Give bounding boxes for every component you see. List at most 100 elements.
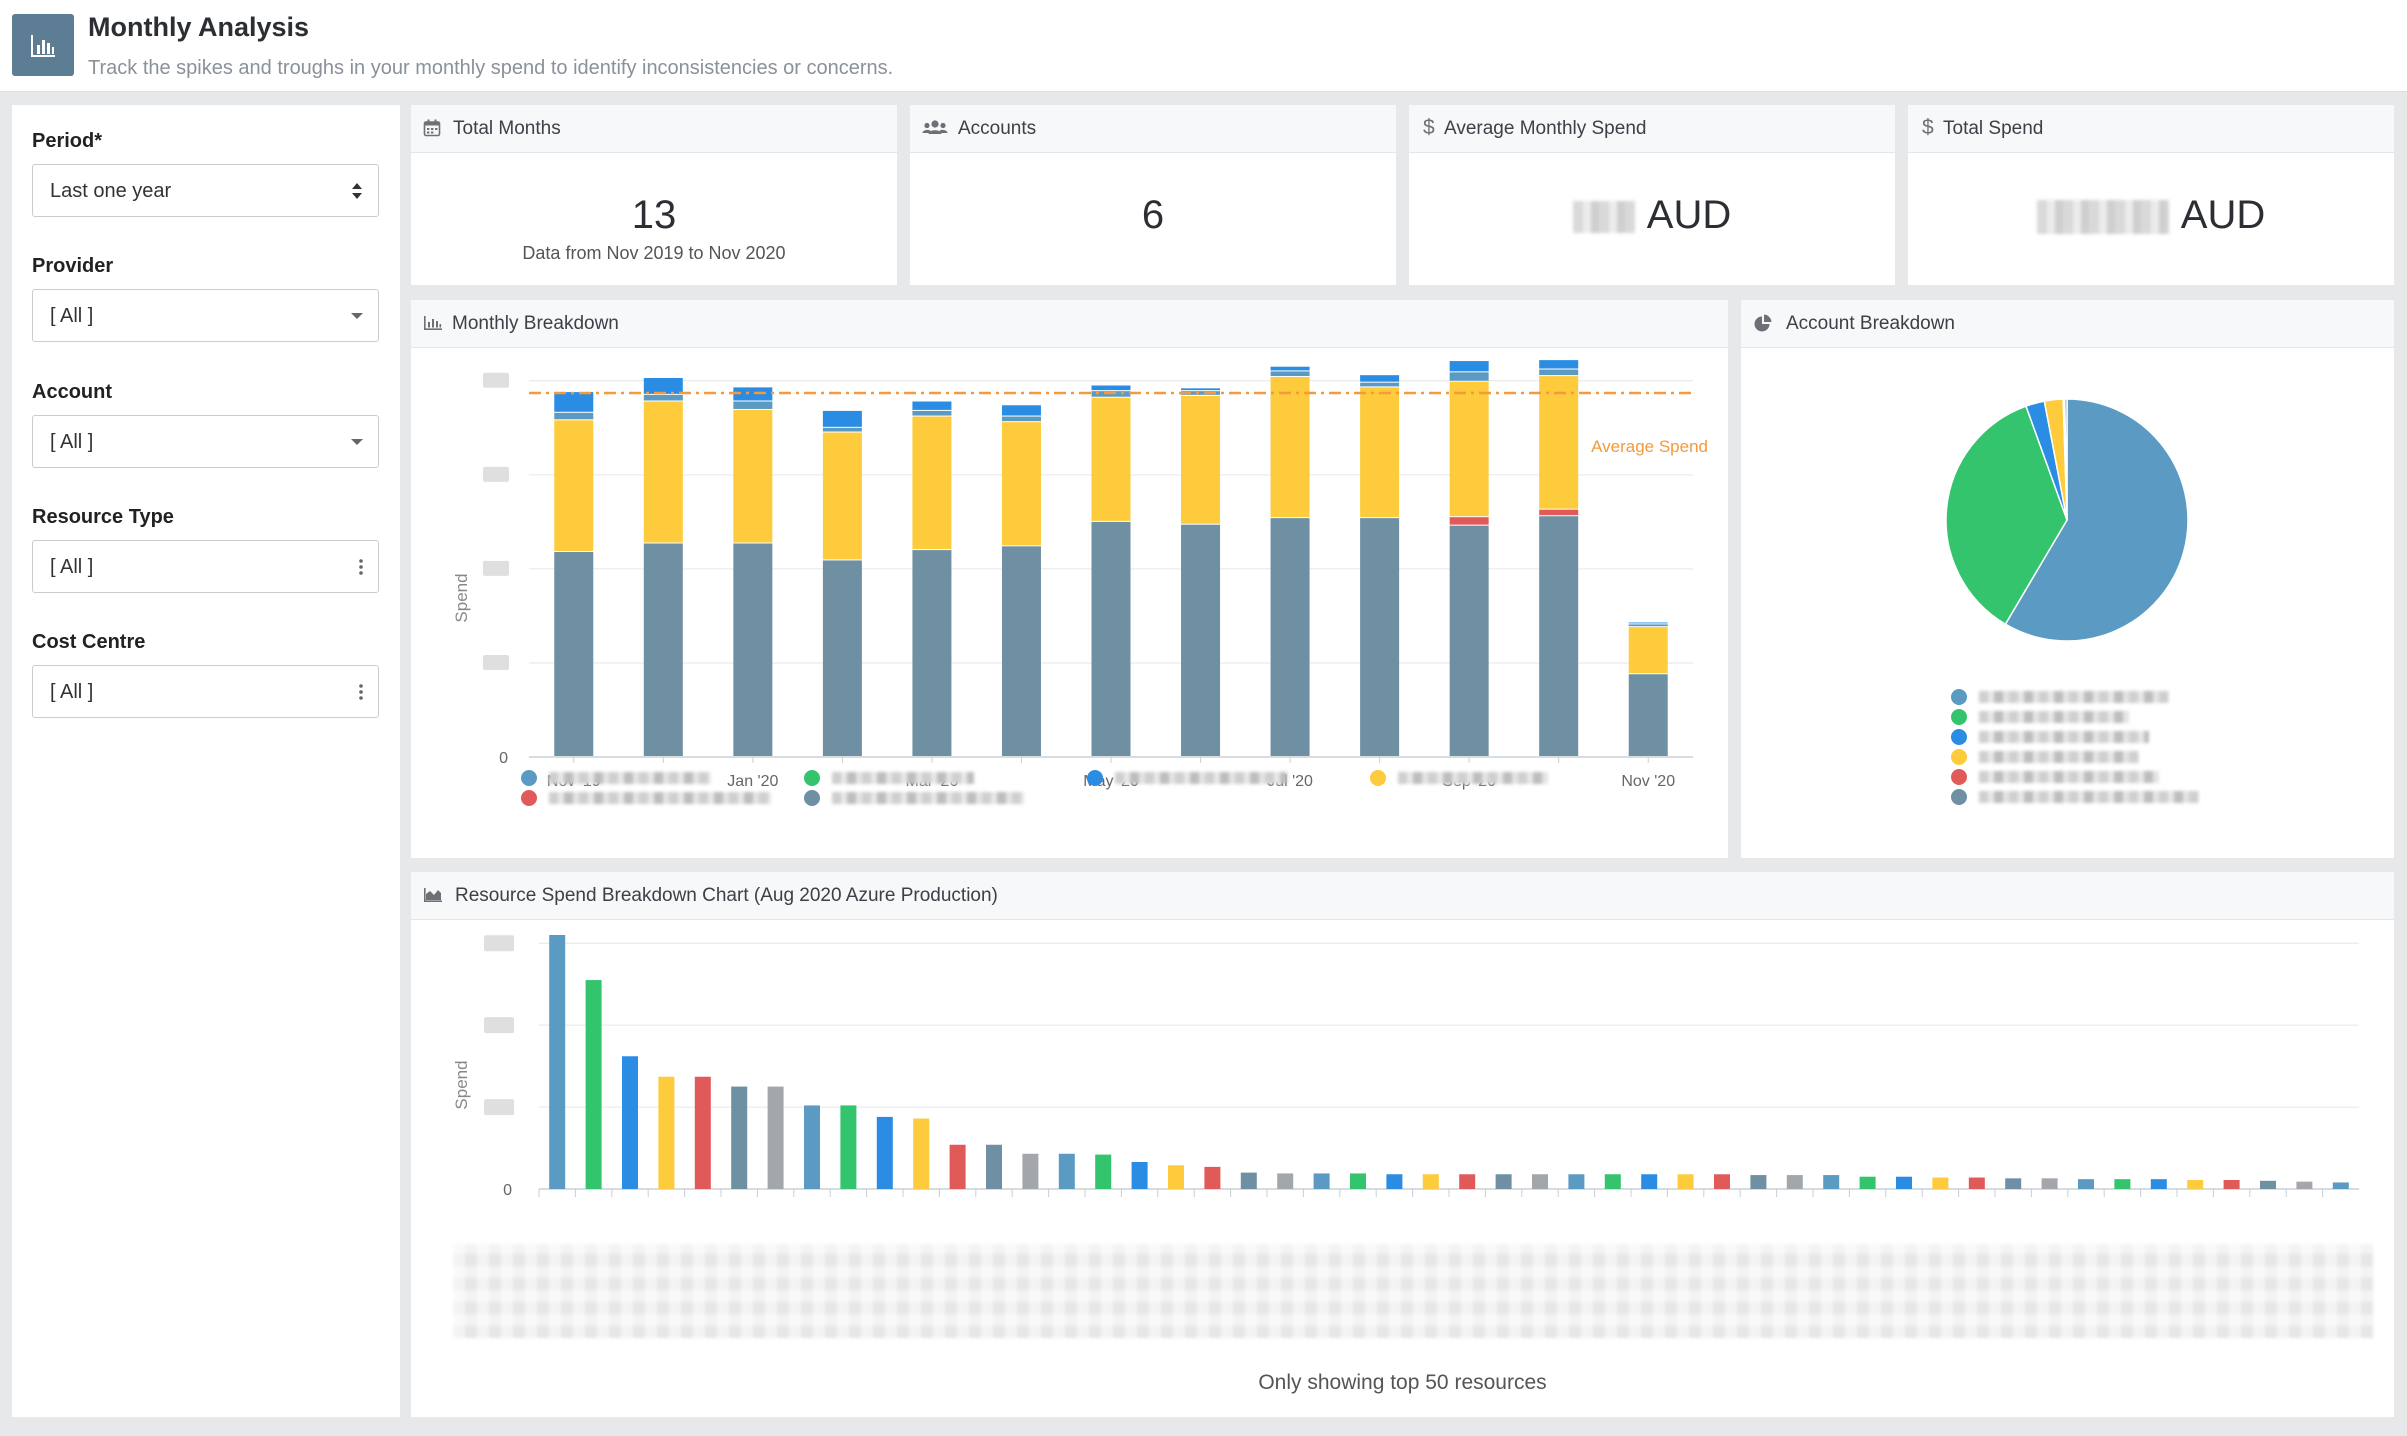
bar-segment[interactable] [822, 560, 862, 756]
resource-bar[interactable] [1022, 1153, 1039, 1189]
bar-segment[interactable] [822, 410, 862, 427]
resource-bar[interactable] [986, 1144, 1002, 1189]
bar-segment[interactable] [733, 401, 773, 409]
resource-bar[interactable] [2041, 1178, 2058, 1189]
bar-segment[interactable] [1181, 524, 1221, 756]
resource-bar[interactable] [1240, 1172, 1257, 1189]
account-dropdown[interactable]: [ All ] [32, 415, 379, 468]
bar-segment[interactable] [1001, 422, 1041, 546]
resource-bar[interactable] [2332, 1182, 2349, 1189]
bar-segment[interactable] [912, 416, 952, 550]
bar-segment[interactable] [1360, 518, 1400, 756]
resource-bar[interactable] [2223, 1179, 2240, 1189]
bar-segment[interactable] [822, 427, 862, 432]
bar-segment[interactable] [1539, 369, 1579, 376]
resource-bar[interactable] [2187, 1179, 2204, 1189]
bar-segment[interactable] [554, 412, 594, 420]
bar-segment[interactable] [733, 543, 773, 756]
bar-segment[interactable] [1449, 381, 1489, 517]
bar-segment[interactable] [1091, 397, 1131, 521]
resource-bar[interactable] [2260, 1180, 2276, 1189]
bar-segment[interactable] [643, 543, 683, 756]
bar-segment[interactable] [1181, 388, 1221, 391]
bar-segment[interactable] [912, 550, 952, 756]
resource-bar[interactable] [840, 1105, 857, 1189]
bar-segment[interactable] [643, 401, 683, 543]
resource-bar[interactable] [949, 1144, 966, 1189]
bar-segment[interactable] [643, 394, 683, 401]
resource-bar[interactable] [731, 1086, 748, 1189]
resource-type-select[interactable]: [ All ] [32, 540, 379, 593]
bar-segment[interactable] [554, 420, 594, 551]
resource-bar[interactable] [1313, 1173, 1330, 1189]
bar-segment[interactable] [1181, 391, 1221, 395]
resource-bar[interactable] [1131, 1161, 1148, 1189]
bar-segment[interactable] [1539, 376, 1579, 509]
resource-bar[interactable] [1604, 1174, 1621, 1189]
period-select[interactable]: Last one year [32, 164, 379, 217]
bar-segment[interactable] [1001, 405, 1041, 416]
resource-bar[interactable] [2150, 1179, 2167, 1189]
bar-segment[interactable] [1628, 627, 1668, 674]
bar-segment[interactable] [1181, 395, 1221, 524]
resource-bar[interactable] [1714, 1174, 1730, 1189]
bar-segment[interactable] [1001, 416, 1041, 422]
resource-bar[interactable] [1459, 1174, 1476, 1189]
resource-bar[interactable] [1641, 1174, 1658, 1189]
bar-segment[interactable] [1270, 371, 1310, 377]
bar-segment[interactable] [554, 551, 594, 756]
resource-bar[interactable] [694, 1076, 711, 1189]
provider-dropdown[interactable]: [ All ] [32, 289, 379, 342]
bar-segment[interactable] [733, 387, 773, 401]
resource-bar[interactable] [585, 980, 602, 1189]
resource-bar[interactable] [2114, 1179, 2131, 1189]
resource-bar[interactable] [622, 1056, 638, 1189]
resource-bar[interactable] [1896, 1176, 1912, 1189]
resource-bar[interactable] [1823, 1175, 1840, 1189]
resource-bar[interactable] [1495, 1174, 1512, 1189]
pie-slice[interactable] [2004, 398, 2189, 642]
resource-bar[interactable] [804, 1105, 820, 1189]
bar-segment[interactable] [733, 409, 773, 543]
bar-segment[interactable] [1539, 509, 1579, 516]
resource-bar[interactable] [549, 935, 566, 1189]
resource-bar[interactable] [1422, 1174, 1439, 1189]
bar-segment[interactable] [1091, 385, 1131, 391]
bar-segment[interactable] [1628, 624, 1668, 627]
bar-segment[interactable] [643, 377, 683, 394]
resource-bar[interactable] [1095, 1154, 1112, 1189]
pie-slice[interactable] [2063, 398, 2068, 521]
resource-bar[interactable] [1058, 1153, 1075, 1189]
resource-bar[interactable] [1568, 1174, 1585, 1189]
bar-segment[interactable] [1360, 375, 1400, 382]
resource-bar[interactable] [1932, 1177, 1949, 1189]
bar-segment[interactable] [912, 401, 952, 410]
resource-bar[interactable] [1532, 1174, 1548, 1189]
bar-segment[interactable] [1449, 372, 1489, 381]
bar-segment[interactable] [1449, 361, 1489, 372]
resource-bar[interactable] [658, 1076, 675, 1189]
bar-segment[interactable] [554, 392, 594, 412]
resource-bar[interactable] [1786, 1175, 1803, 1189]
bar-segment[interactable] [1270, 518, 1310, 756]
resource-bar[interactable] [2078, 1179, 2094, 1189]
resource-bar[interactable] [1350, 1173, 1366, 1189]
bar-segment[interactable] [1449, 517, 1489, 525]
bar-segment[interactable] [912, 410, 952, 416]
resource-bar[interactable] [876, 1116, 893, 1189]
resource-bar[interactable] [1677, 1174, 1694, 1189]
resource-bar[interactable] [1277, 1173, 1294, 1189]
bar-segment[interactable] [1449, 525, 1489, 756]
bar-segment[interactable] [822, 432, 862, 560]
cost-centre-select[interactable]: [ All ] [32, 665, 379, 718]
resource-bar[interactable] [913, 1118, 930, 1189]
bar-segment[interactable] [1270, 377, 1310, 518]
bar-segment[interactable] [1270, 366, 1310, 371]
pie-slice[interactable] [1945, 405, 2068, 626]
resource-bar[interactable] [1168, 1165, 1184, 1189]
bar-segment[interactable] [1360, 382, 1400, 387]
resource-bar[interactable] [1859, 1176, 1876, 1189]
bar-segment[interactable] [1539, 516, 1579, 756]
bar-segment[interactable] [1360, 387, 1400, 518]
bar-segment[interactable] [1539, 360, 1579, 369]
